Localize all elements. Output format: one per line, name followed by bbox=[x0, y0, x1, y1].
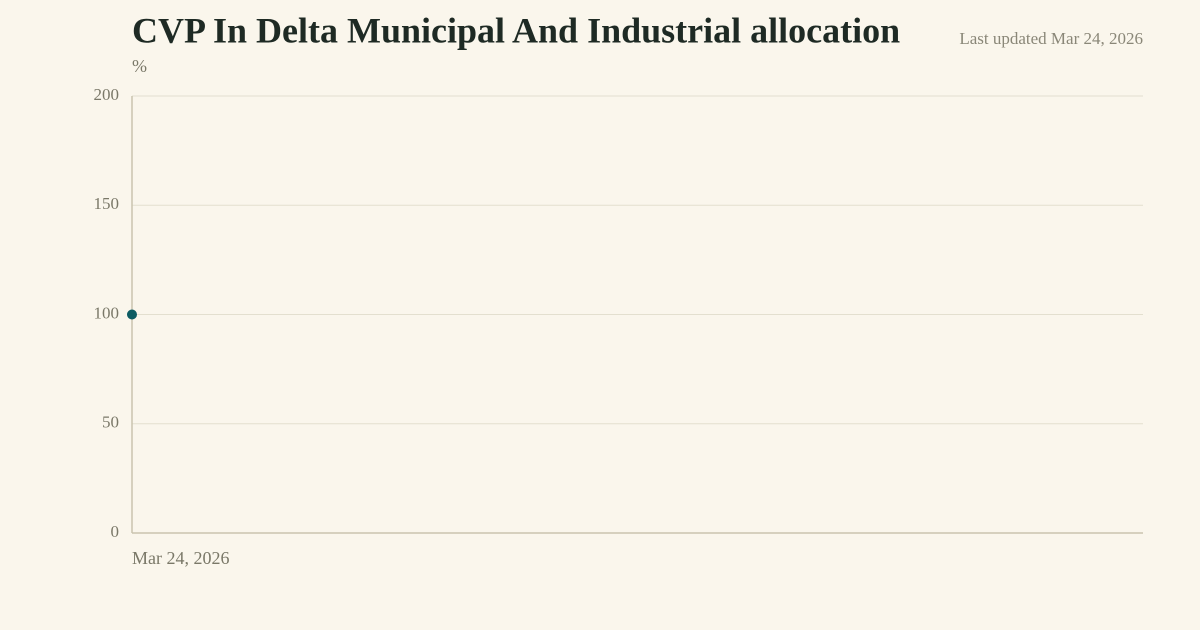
y-tick-label: 50 bbox=[102, 413, 119, 432]
y-tick-label: 0 bbox=[111, 522, 120, 541]
x-tick-label: Mar 24, 2026 bbox=[132, 548, 230, 568]
y-tick-label: 150 bbox=[94, 194, 120, 213]
last-updated: Last updated Mar 24, 2026 bbox=[959, 29, 1143, 48]
y-tick-label: 200 bbox=[94, 85, 120, 104]
chart-title: CVP In Delta Municipal And Industrial al… bbox=[132, 10, 900, 50]
y-tick-label: 100 bbox=[94, 303, 120, 322]
y-axis-label: % bbox=[132, 56, 147, 76]
point bbox=[127, 309, 137, 320]
